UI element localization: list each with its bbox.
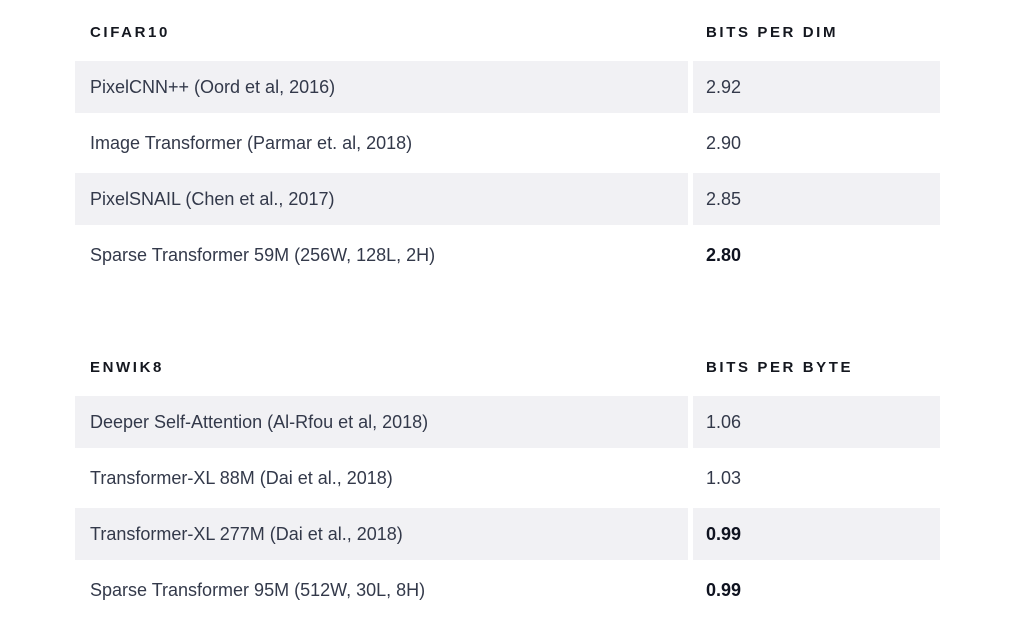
table-row: Transformer-XL 277M (Dai et al., 2018) 0… (75, 508, 940, 560)
cifar10-title: CIFAR10 (90, 24, 170, 41)
table-row: Sparse Transformer 59M (256W, 128L, 2H) … (75, 229, 940, 281)
metric-value-cell: 0.99 (706, 580, 742, 600)
table-row: Sparse Transformer 95M (512W, 30L, 8H) 0… (75, 564, 940, 616)
enwik8-table-header: ENWIK8 BITS PER BYTE (75, 357, 940, 379)
metric-value-cell: 2.92 (693, 61, 940, 113)
metric-value-cell: 2.90 (706, 133, 742, 153)
cifar10-metric-label: BITS PER DIM (706, 24, 839, 41)
tables-container: CIFAR10 BITS PER DIM PixelCNN++ (Oord et… (75, 0, 940, 616)
metric-value-cell: 1.03 (706, 468, 742, 488)
enwik8-metric-label: BITS PER BYTE (706, 359, 854, 376)
model-name-cell: Transformer-XL 88M (Dai et al., 2018) (90, 468, 393, 488)
cifar10-table: CIFAR10 BITS PER DIM PixelCNN++ (Oord et… (75, 0, 940, 281)
enwik8-title: ENWIK8 (90, 359, 164, 376)
model-name-cell: PixelSNAIL (Chen et al., 2017) (75, 173, 688, 225)
model-name-cell: Deeper Self-Attention (Al-Rfou et al, 20… (75, 396, 688, 448)
model-name-cell: Image Transformer (Parmar et. al, 2018) (90, 133, 413, 153)
model-name-cell: Transformer-XL 277M (Dai et al., 2018) (75, 508, 688, 560)
model-name-cell: Sparse Transformer 59M (256W, 128L, 2H) (90, 245, 436, 265)
table-row: Transformer-XL 88M (Dai et al., 2018) 1.… (75, 452, 940, 504)
metric-value-cell: 1.06 (693, 396, 940, 448)
model-name-cell: Sparse Transformer 95M (512W, 30L, 8H) (90, 580, 426, 600)
cifar10-table-header: CIFAR10 BITS PER DIM (75, 22, 940, 44)
metric-value-cell: 2.80 (706, 245, 742, 265)
table-row: PixelCNN++ (Oord et al, 2016) 2.92 (75, 61, 940, 113)
metric-value-cell: 2.85 (693, 173, 940, 225)
table-row: Image Transformer (Parmar et. al, 2018) … (75, 117, 940, 169)
table-row: Deeper Self-Attention (Al-Rfou et al, 20… (75, 396, 940, 448)
metric-value-cell: 0.99 (693, 508, 940, 560)
model-name-cell: PixelCNN++ (Oord et al, 2016) (75, 61, 688, 113)
table-row: PixelSNAIL (Chen et al., 2017) 2.85 (75, 173, 940, 225)
enwik8-table: ENWIK8 BITS PER BYTE Deeper Self-Attenti… (75, 357, 940, 616)
